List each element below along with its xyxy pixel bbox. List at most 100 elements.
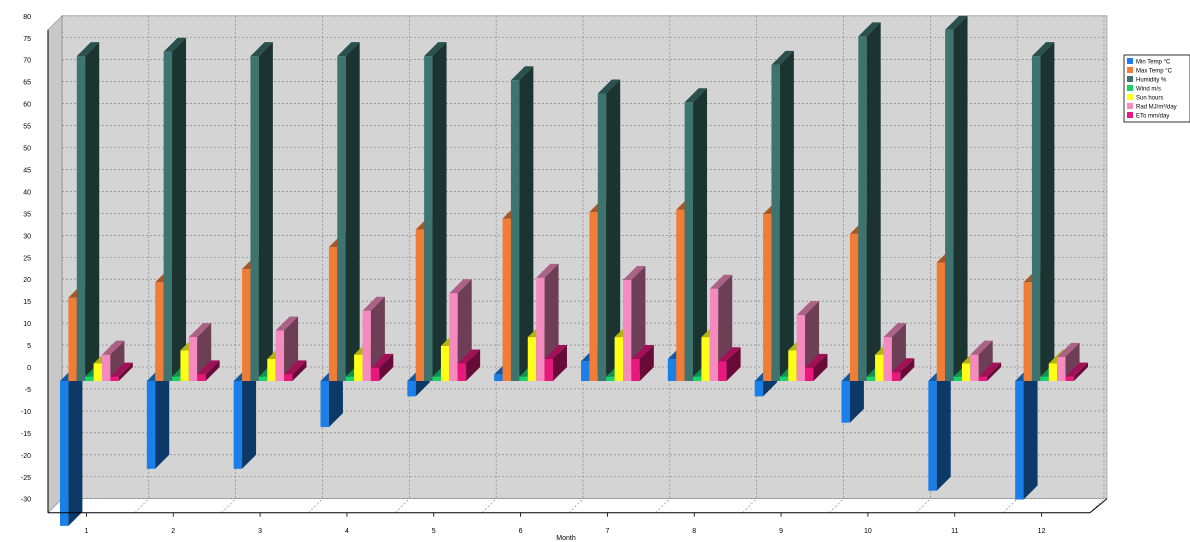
bar-humidity-m4 <box>337 42 360 381</box>
bar-top <box>978 362 1002 377</box>
bar-top <box>1031 42 1055 57</box>
bar-front <box>354 354 363 381</box>
floor-gridline <box>221 498 236 513</box>
bar-front <box>536 277 545 381</box>
y-tick-label: 10 <box>23 321 31 328</box>
bar-front <box>93 363 102 381</box>
bar-eto-m10 <box>891 358 915 381</box>
legend-label: Rad MJ/m²/day <box>1136 105 1177 111</box>
y-tick-label: -15 <box>21 431 31 438</box>
x-axis-depth <box>1089 498 1108 514</box>
legend-swatch <box>1127 94 1133 100</box>
bar-top <box>102 340 125 355</box>
bar-front <box>362 310 371 381</box>
legend-label: Wind m/s <box>1136 87 1161 93</box>
bar-top <box>457 349 481 364</box>
bar-side <box>85 42 100 381</box>
bar-front <box>597 93 607 381</box>
x-tick-label: 7 <box>605 528 609 535</box>
bar-front <box>693 376 702 381</box>
x-tick-label: 3 <box>258 528 262 535</box>
bar-front <box>676 209 685 381</box>
bar-top <box>891 358 915 373</box>
bar-front <box>858 36 867 381</box>
bar-front <box>502 218 511 381</box>
bar-top <box>188 323 212 338</box>
bar-side <box>552 345 567 381</box>
bar-humidity-m10 <box>858 22 881 381</box>
x-tick-label: 8 <box>692 528 696 535</box>
legend-item: Rad MJ/m²/day <box>1127 103 1177 111</box>
x-tick-label: 2 <box>171 528 175 535</box>
bar-front <box>796 315 806 381</box>
legend-item: Wind m/s <box>1127 85 1161 93</box>
bar-front <box>415 229 425 381</box>
bar-front <box>60 381 69 526</box>
bar-front <box>242 269 251 381</box>
bar-front <box>788 350 797 381</box>
bar-front <box>68 297 77 381</box>
bar-top <box>796 301 820 316</box>
bar-front <box>631 359 640 381</box>
bar-front <box>275 330 285 381</box>
bar-front <box>172 376 181 381</box>
bar-front <box>233 381 243 469</box>
x-axis-title: Month <box>556 535 576 542</box>
bar-front <box>953 376 962 381</box>
bar-side <box>1023 367 1038 500</box>
bar-side <box>258 42 273 381</box>
bar-front <box>936 262 946 381</box>
y-tick-label: 70 <box>23 58 31 65</box>
bar-side <box>639 345 654 381</box>
y-tick-label: 20 <box>23 277 31 284</box>
legend-item: ETo mm/day <box>1127 112 1169 120</box>
y-tick-label: -20 <box>21 453 31 460</box>
bar-rad-m12 <box>1057 342 1080 381</box>
bar-front <box>370 367 380 381</box>
side-wall <box>47 15 63 514</box>
x-tick-label: 9 <box>779 528 783 535</box>
bar-top <box>597 79 621 94</box>
floor-gridline <box>481 498 497 513</box>
bar-side <box>606 79 621 381</box>
bar-min-m2 <box>146 367 170 469</box>
legend-label: Max Temp °C <box>1136 69 1173 75</box>
bar-top <box>805 353 828 368</box>
bar-front <box>1031 56 1041 381</box>
bar-front <box>110 376 119 381</box>
bar-eto-m4 <box>370 353 394 381</box>
bar-eto-m5 <box>457 349 481 381</box>
bar-eto-m1 <box>110 362 133 381</box>
bar-top <box>510 66 534 81</box>
bar-front <box>320 381 329 428</box>
bar-front <box>250 56 259 381</box>
legend-swatch <box>1127 58 1133 64</box>
bar-front <box>267 359 276 381</box>
bar-front <box>328 247 338 381</box>
y-tick-label: 40 <box>23 189 31 196</box>
bar-front <box>519 376 528 381</box>
bar-front <box>544 359 553 381</box>
bar-front <box>589 211 598 381</box>
bar-top <box>275 316 299 331</box>
bar-front <box>163 51 173 381</box>
bar-front <box>1015 381 1024 500</box>
bar-front <box>440 345 450 381</box>
floor-gridline <box>916 498 931 513</box>
bar-front <box>866 376 876 381</box>
bar-front <box>763 214 772 381</box>
bar-front <box>85 376 94 381</box>
bar-side <box>172 37 187 381</box>
bar-top <box>284 360 307 375</box>
bar-eto-m2 <box>197 360 220 381</box>
x-tick-label: 11 <box>951 528 958 535</box>
gridlines <box>47 15 1107 513</box>
y-tick-label: 25 <box>23 255 31 262</box>
bar-front <box>614 337 623 381</box>
bar-side <box>953 15 968 382</box>
y-tick-label: 50 <box>23 146 31 153</box>
legend-swatch <box>1127 67 1133 73</box>
bar-front <box>1023 282 1032 381</box>
legend-item: Sun hours <box>1127 94 1163 102</box>
bar-top <box>449 279 472 294</box>
